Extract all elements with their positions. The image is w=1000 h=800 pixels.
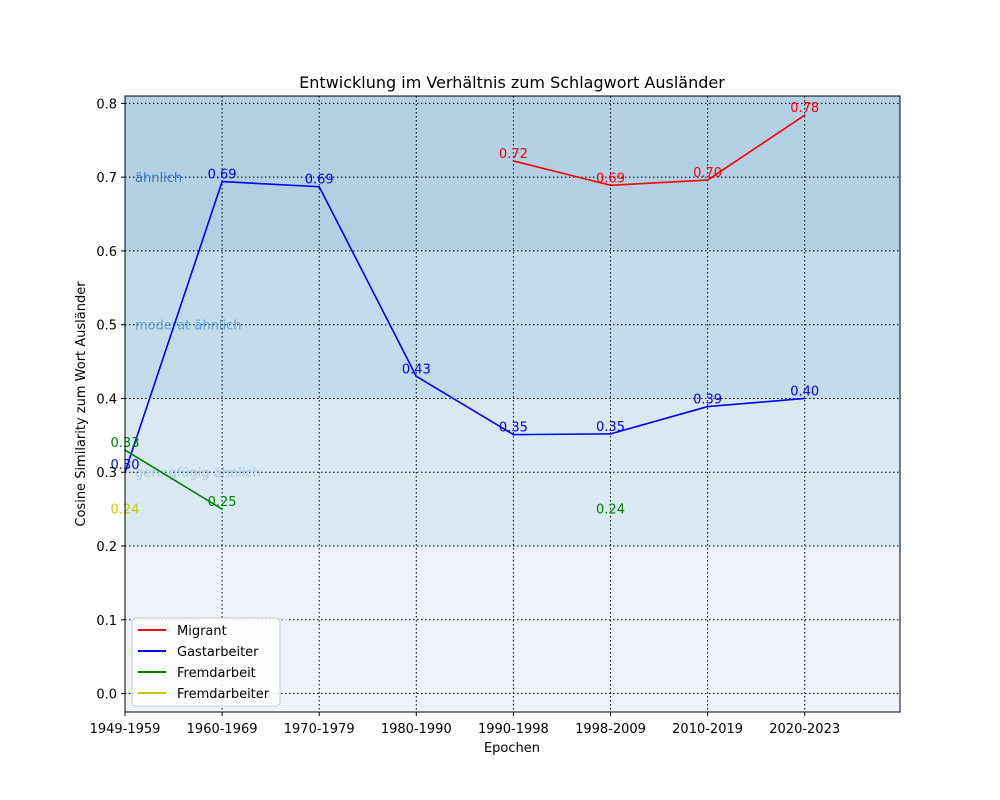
data-label-gastarbeiter-3: 0.43 (402, 362, 431, 377)
y-tick-label-0: 0.0 (96, 688, 117, 703)
band-3 (125, 96, 900, 251)
data-label-fremdarbeit-2: 0.24 (596, 503, 625, 518)
y-tick-label-8: 0.8 (96, 97, 117, 112)
data-label-gastarbeiter-2: 0.69 (305, 173, 334, 188)
y-axis-label: Cosine Similarity zum Wort Ausländer (74, 281, 89, 527)
data-label-migrant-1: 0.69 (596, 171, 625, 186)
data-label-gastarbeiter-4: 0.35 (499, 421, 528, 436)
legend-label-migrant: Migrant (177, 624, 227, 639)
legend-label-gastarbeiter: Gastarbeiter (177, 645, 259, 660)
tick-layer: 0.0 0.1 0.2 0.3 0.4 0.5 0.6 0.7 0.8 1949-1959 1960… (90, 97, 841, 737)
x-tick-label-5: 1998-2009 (575, 722, 646, 737)
series-layer (124, 114, 806, 510)
series-migrant-segment-2 (706, 114, 806, 181)
data-label-gastarbeiter-1: 0.69 (208, 168, 237, 183)
y-tick-label-4: 0.4 (96, 392, 117, 407)
x-tick-label-6: 2010-2019 (672, 722, 743, 737)
data-label-fremdarbeit-1: 0.25 (208, 495, 237, 510)
legend-box (131, 617, 281, 707)
band-label-1: geringfügig ähnlich (135, 466, 261, 481)
series-gastarbeiter-segment-4 (512, 433, 612, 436)
y-tick-label-5: 0.5 (96, 319, 117, 334)
x-tick-label-1: 1960-1969 (187, 722, 258, 737)
chart-title: Entwicklung im Verhältnis zum Schlagwort… (299, 73, 725, 92)
series-migrant-segment-1 (609, 179, 709, 187)
plot-frame (124, 95, 901, 713)
data-label-gastarbeiter-6: 0.39 (693, 393, 722, 408)
series-gastarbeiter-segment-2 (318, 185, 418, 378)
x-tick-label-0: 1949-1959 (90, 722, 161, 737)
y-tick-label-3: 0.3 (96, 466, 117, 481)
y-tick-label-7: 0.7 (96, 171, 117, 186)
data-label-migrant-3: 0.78 (790, 101, 819, 116)
series-gastarbeiter-segment-0 (124, 180, 223, 474)
series-migrant-segment-0 (512, 160, 612, 187)
x-tick-label-7: 2020-2023 (769, 722, 840, 737)
data-label-gastarbeiter-5: 0.35 (596, 420, 625, 435)
legend-label-fremdarbeit: Fremdarbeit (177, 666, 256, 681)
x-tick-label-3: 1980-1990 (381, 722, 452, 737)
x-tick-label-2: 1970-1979 (284, 722, 355, 737)
series-gastarbeiter-segment-3 (415, 375, 515, 436)
legend-label-fremdarbeiter: Fremdarbeiter (177, 687, 270, 702)
y-tick-label-6: 0.6 (96, 245, 117, 260)
legend: Migrant Gastarbeiter Fremdarbeit Fremdarbei… (131, 617, 281, 707)
x-tick-label-4: 1990-1998 (478, 722, 549, 737)
series-gastarbeiter-segment-6 (706, 397, 806, 408)
band-label-2: moderat ähnlich (135, 319, 241, 334)
y-tick-label-1: 0.1 (96, 614, 117, 629)
series-gastarbeiter-segment-1 (221, 180, 321, 188)
band-label-3: ähnlich (135, 171, 182, 186)
bands-layer (125, 96, 900, 712)
series-gastarbeiter-segment-5 (609, 405, 709, 435)
data-label-migrant-0: 0.72 (499, 147, 528, 162)
data-label-gastarbeiter-7: 0.40 (790, 384, 819, 399)
y-tick-label-2: 0.2 (96, 540, 117, 555)
data-label-migrant-2: 0.70 (693, 166, 722, 181)
series-fremdarbeit-segment-0 (124, 449, 223, 510)
x-axis-label: Epochen (484, 741, 540, 756)
